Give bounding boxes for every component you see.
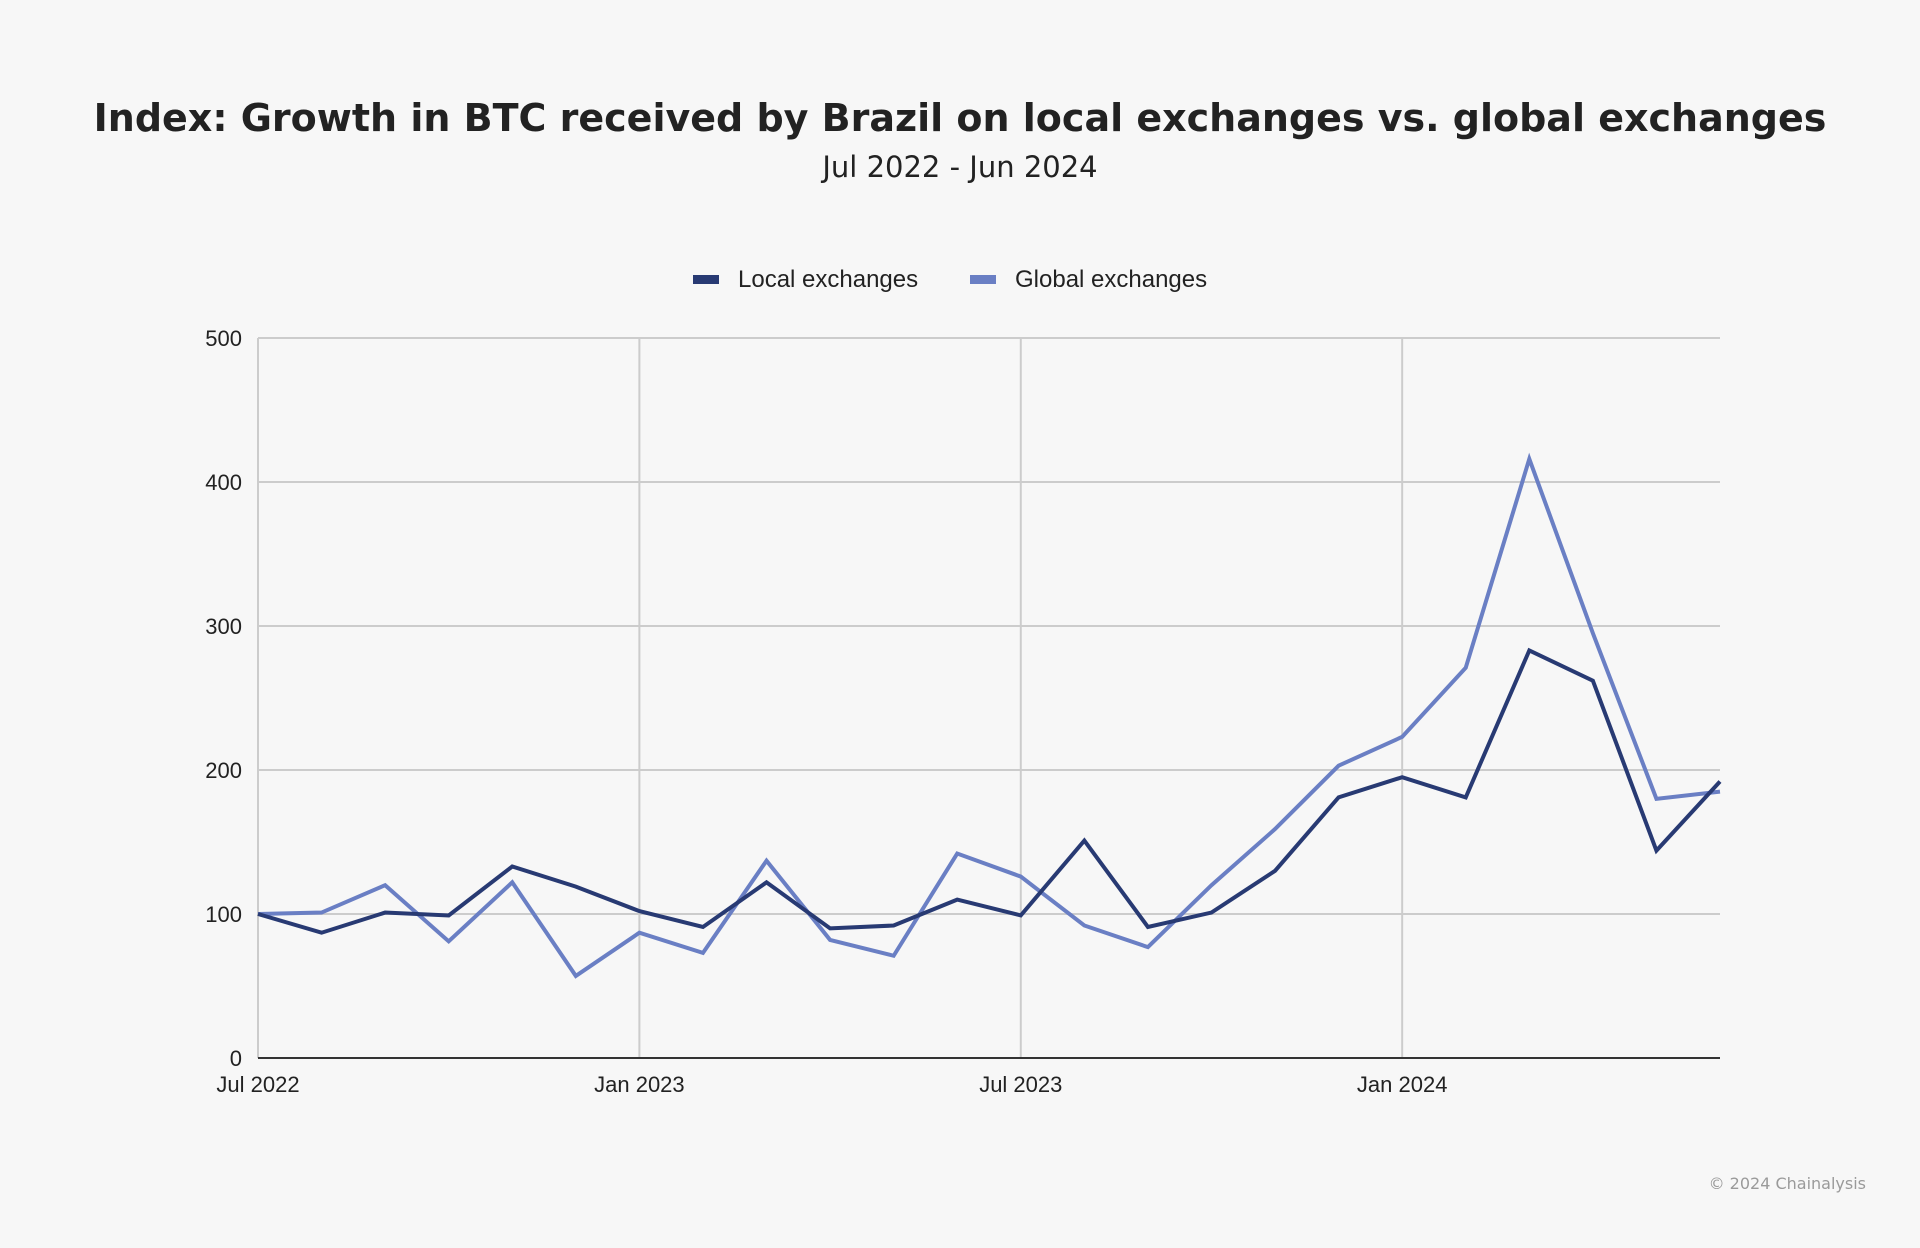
axes: 0 100 200 300 400 500 Jul 2022 Jan 2023 Jul 2023… (205, 326, 1720, 1097)
legend-swatch (693, 275, 719, 284)
x-tick-label: Jan 2023 (594, 1072, 685, 1097)
y-tick-label: 400 (205, 470, 242, 495)
y-tick-label: 500 (205, 326, 242, 351)
x-tick-label: Jan 2024 (1357, 1072, 1448, 1097)
legend-label: Global exchanges (1015, 266, 1207, 293)
series-lines (257, 452, 1722, 979)
chart-title: Index: Growth in BTC received by Brazil … (93, 96, 1827, 140)
x-tick-label: Jul 2022 (216, 1072, 299, 1097)
copyright: © 2024 Chainalysis (1708, 1174, 1866, 1193)
series-line-global-exchanges (257, 452, 1721, 979)
series-line-local-exchanges (257, 647, 1722, 935)
legend-swatch (970, 275, 996, 284)
legend: Local exchanges Global exchanges (693, 266, 1207, 293)
y-tick-label: 0 (230, 1046, 242, 1071)
grid (257, 337, 1720, 1058)
chart-subtitle: Jul 2022 - Jun 2024 (822, 150, 1098, 184)
y-tick-label: 100 (205, 902, 242, 927)
legend-label: Local exchanges (738, 266, 918, 293)
y-tick-label: 200 (205, 758, 242, 783)
x-tick-label: Jul 2023 (979, 1072, 1062, 1097)
y-tick-label: 300 (205, 614, 242, 639)
